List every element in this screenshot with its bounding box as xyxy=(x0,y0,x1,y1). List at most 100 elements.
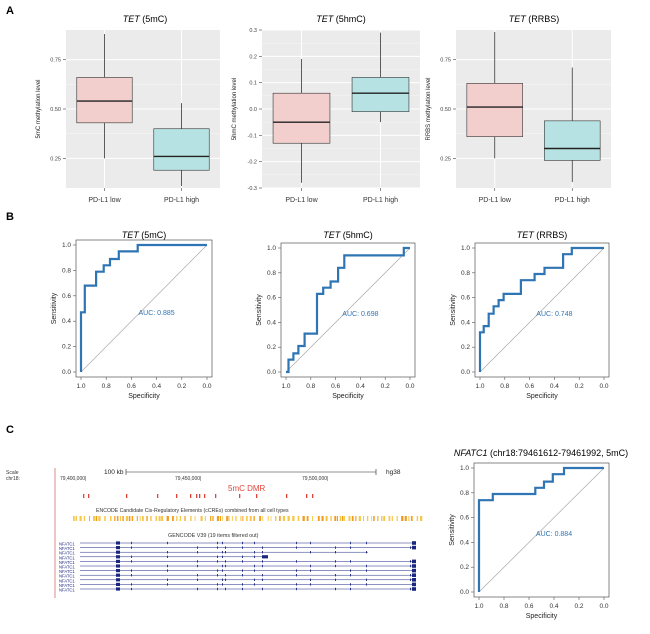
transcript-exon xyxy=(222,578,223,581)
plot-border xyxy=(473,462,610,598)
transcript-exon xyxy=(197,551,198,554)
y-tick-label: -0.1 xyxy=(248,133,257,139)
chart-title-gene: TET xyxy=(509,14,528,24)
transcript-exon xyxy=(350,541,351,545)
transcript-exon xyxy=(222,551,223,554)
transcript-exon xyxy=(167,569,168,572)
transcript-exon-terminal xyxy=(412,545,416,550)
ccre-element xyxy=(150,516,152,521)
auc-label: AUC: 0.884 xyxy=(536,531,572,538)
y-tick-label: 0.4 xyxy=(62,318,71,325)
transcript-exon xyxy=(217,569,218,572)
chart-title-gene: TET xyxy=(323,230,342,240)
ccre-element xyxy=(119,516,122,521)
y-tick-label: -0.3 xyxy=(248,186,257,192)
roc-curve xyxy=(477,466,604,592)
diagonal-reference-line xyxy=(478,467,605,593)
ccre-element xyxy=(116,516,119,521)
ccre-element xyxy=(146,516,148,521)
ccre-element xyxy=(226,516,229,521)
y-tick-label: 0.2 xyxy=(461,344,470,351)
ccre-element xyxy=(317,516,320,521)
transcript-exon xyxy=(225,551,226,554)
dmr-tick xyxy=(157,494,159,498)
box-pdl1-low xyxy=(466,83,523,137)
transcript-exon xyxy=(310,569,311,572)
transcript-exon-terminal xyxy=(412,564,416,568)
ccre-element xyxy=(122,516,124,521)
transcript-exon xyxy=(410,574,411,577)
transcript-exon xyxy=(254,569,255,572)
ccre-element xyxy=(410,516,413,521)
transcript-exon xyxy=(296,574,297,577)
chart-title: TET (5hmC) xyxy=(323,230,373,240)
ccre-element xyxy=(79,516,82,521)
chart-title-gene: TET xyxy=(517,230,536,240)
scale-bar-label: 100 kb xyxy=(104,469,124,476)
transcript-exon xyxy=(167,583,168,586)
transcript-exon xyxy=(254,555,255,558)
x-tick-label: 0.2 xyxy=(574,603,583,610)
transcript-exon xyxy=(116,582,120,586)
dmr-tick xyxy=(256,494,258,498)
transcript-exon xyxy=(242,574,243,577)
x-tick-label: 1.0 xyxy=(475,383,484,390)
ccre-element xyxy=(355,516,357,521)
dmr-tick xyxy=(190,494,192,498)
transcript-exon xyxy=(242,541,243,545)
transcript-exon-terminal xyxy=(412,587,416,591)
x-tick-label: 1.0 xyxy=(281,383,290,390)
ccre-element xyxy=(292,516,295,521)
chart-title: TET (RRBS) xyxy=(517,230,568,240)
y-tick-label: 0.0 xyxy=(62,369,71,376)
ccre-element xyxy=(125,516,129,521)
transcript-exon xyxy=(350,569,351,572)
transcript-exon xyxy=(116,569,120,573)
roc-curve xyxy=(79,243,207,372)
y-tick-label: 0.2 xyxy=(62,344,71,351)
transcript-exon xyxy=(197,564,198,568)
transcript-label: NFATC1 xyxy=(59,583,75,588)
transcript-exon xyxy=(254,564,255,568)
transcript-exon xyxy=(262,564,263,568)
transcript-label: NFATC1 xyxy=(59,578,75,583)
transcript-label: NFATC1 xyxy=(59,565,75,570)
transcript-label: NFATC1 xyxy=(59,546,75,551)
y-tick-label: 0.6 xyxy=(62,293,71,300)
ccre-element xyxy=(95,516,98,521)
x-tick-label: 0.2 xyxy=(177,383,186,390)
transcript-exon xyxy=(310,541,311,545)
y-tick-label: 0.8 xyxy=(460,490,469,497)
roc-5hmc: 1.0 0.8 0.6 0.4 0.2 0.0 0.0 0.2 0.4 0.6 0.8 1.0 Spec… xyxy=(256,230,416,400)
transcript-exon xyxy=(217,574,218,577)
dmr-tick xyxy=(306,494,308,498)
ccre-element xyxy=(73,516,75,521)
panel-label-b: B xyxy=(6,211,14,223)
transcript-exon xyxy=(225,546,226,549)
transcript-exon xyxy=(410,546,411,549)
transcript-exon xyxy=(222,555,223,558)
y-tick-label: 0.75 xyxy=(50,58,61,64)
transcript-label: NFATC1 xyxy=(59,551,75,556)
ccre-element xyxy=(246,516,248,521)
y-tick-label: 0.4 xyxy=(460,539,469,546)
ccre-element xyxy=(141,516,144,521)
transcript-exon xyxy=(296,587,297,591)
transcript-exon xyxy=(116,546,120,550)
chart-title-suffix: (5mC) xyxy=(140,14,168,24)
y-tick-label: 0.4 xyxy=(461,319,470,326)
ccre-element xyxy=(383,516,386,521)
y-axis-label: 5mC methylation level xyxy=(36,79,42,138)
transcript-exon xyxy=(410,578,411,581)
transcript-exon xyxy=(116,587,120,591)
ccre-element xyxy=(270,516,272,521)
auc-label: AUC: 0.885 xyxy=(139,310,175,317)
y-tick-label: 0.1 xyxy=(249,81,257,87)
ccre-element xyxy=(312,516,313,521)
transcript-exon xyxy=(335,551,336,554)
ccre-element xyxy=(341,516,344,521)
chart-title: TET (5mC) xyxy=(123,14,168,24)
box-pdl1-low xyxy=(272,92,331,144)
transcript-exon xyxy=(296,546,297,549)
dmr-label: 5mC DMR xyxy=(228,484,266,493)
